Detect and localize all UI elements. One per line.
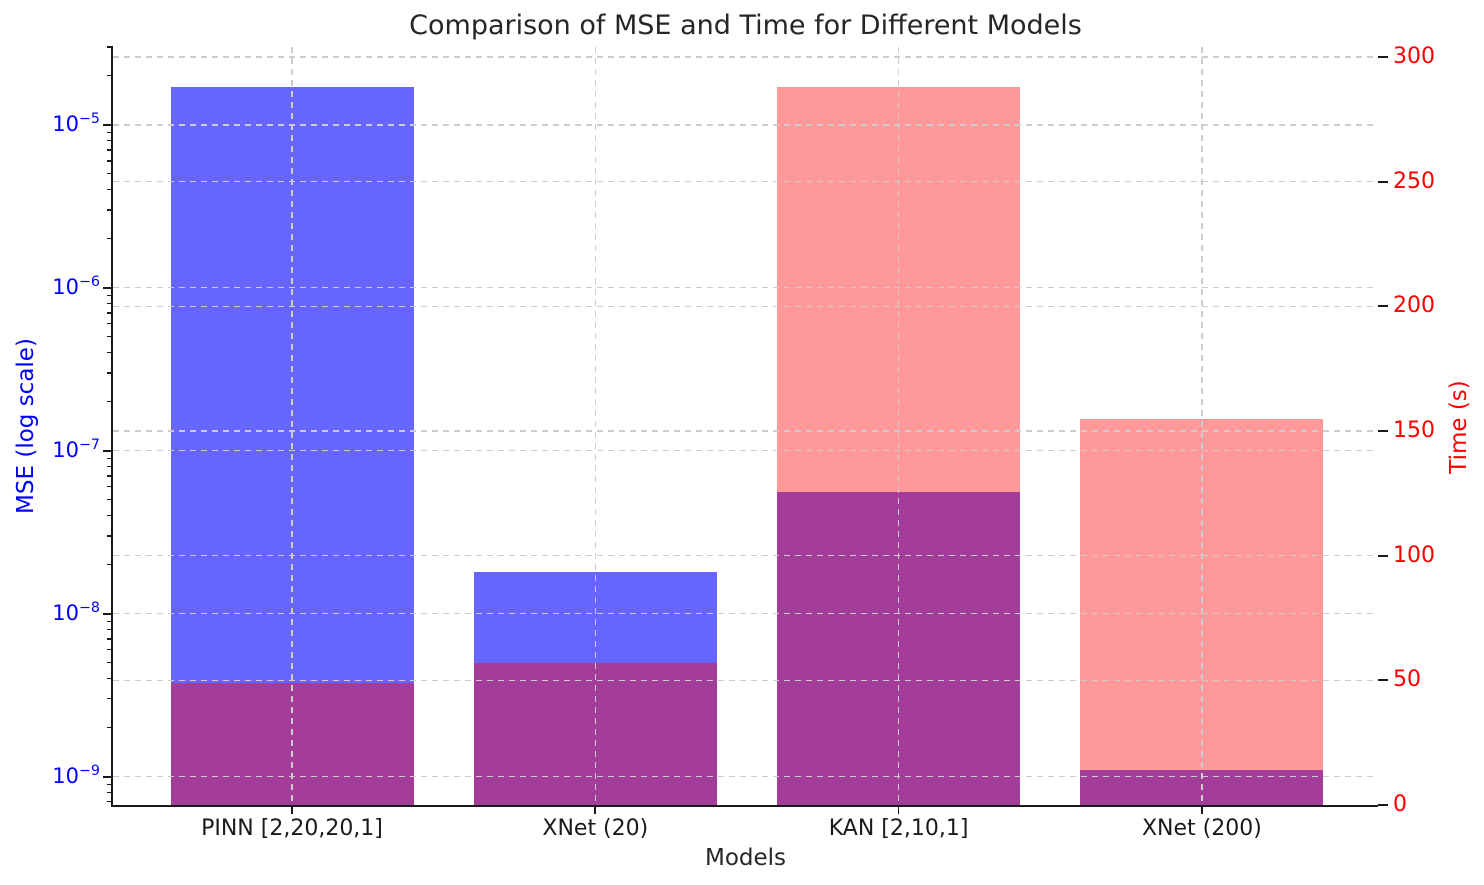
x-tick-label: XNet (20): [542, 816, 649, 841]
x-tick-label: PINN [2,20,20,1]: [201, 816, 383, 841]
x-tick: [1201, 807, 1203, 814]
grid-vline: [897, 47, 900, 805]
left-minor-tick: [107, 649, 113, 651]
left-minor-tick: [107, 294, 113, 296]
left-minor-tick: [107, 323, 113, 325]
grid-hline: [113, 305, 1378, 308]
x-axis-label: Models: [704, 845, 787, 871]
left-minor-tick: [107, 189, 113, 191]
left-minor-tick: [107, 535, 113, 537]
left-minor-tick: [107, 336, 113, 338]
left-minor-tick: [107, 791, 113, 794]
left-minor-tick: [107, 486, 113, 488]
right-tick-label: 250: [1393, 168, 1435, 194]
grid-vline: [594, 47, 597, 805]
left-tick-label: 10−6: [52, 273, 100, 299]
left-major-tick: [103, 123, 113, 126]
left-minor-tick: [107, 75, 113, 77]
right-y-axis-label: Time (s): [1446, 380, 1472, 474]
left-minor-tick: [107, 475, 113, 477]
left-minor-tick: [107, 160, 113, 162]
right-tick-label: 300: [1393, 43, 1435, 69]
left-tick-label: 10−8: [52, 599, 100, 625]
left-minor-tick: [107, 131, 113, 133]
left-minor-tick: [107, 457, 113, 459]
right-tick: [1378, 430, 1388, 432]
grid-hline: [113, 554, 1378, 557]
grid-hline: [113, 612, 1378, 615]
left-minor-tick: [107, 139, 113, 142]
right-tick: [1378, 679, 1388, 682]
right-tick: [1378, 180, 1388, 183]
left-major-tick: [103, 286, 113, 289]
left-minor-tick: [107, 149, 113, 151]
x-tick-label: KAN [2,10,1]: [828, 816, 969, 841]
left-minor-tick: [107, 46, 113, 48]
grid-hline: [113, 679, 1378, 682]
grid-hline: [113, 775, 1378, 778]
grid-hline: [113, 449, 1378, 452]
left-minor-tick: [107, 677, 113, 680]
left-minor-tick: [107, 620, 113, 622]
left-tick-label: 10−9: [52, 762, 100, 788]
right-tick-label: 50: [1393, 667, 1421, 693]
grid-hline: [113, 180, 1378, 183]
x-tick: [897, 807, 900, 814]
left-minor-tick: [107, 628, 113, 631]
left-minor-tick: [107, 173, 113, 175]
left-minor-tick: [107, 401, 113, 403]
x-tick-label: XNet (200): [1141, 816, 1262, 841]
left-major-tick: [103, 775, 113, 778]
left-tick-label: 10−7: [52, 436, 100, 462]
right-tick-label: 0: [1393, 792, 1407, 817]
left-minor-tick: [107, 726, 113, 729]
left-minor-tick: [107, 514, 113, 517]
x-tick: [291, 807, 293, 814]
left-minor-tick: [107, 564, 113, 566]
right-tick-label: 150: [1393, 417, 1435, 443]
grid-hline: [113, 124, 1378, 126]
right-tick: [1378, 804, 1388, 806]
right-tick: [1378, 305, 1388, 308]
left-minor-tick: [107, 312, 113, 314]
left-minor-tick: [107, 209, 113, 211]
right-tick-label: 200: [1393, 293, 1435, 319]
x-tick: [594, 807, 597, 814]
left-y-axis-label: MSE (log scale): [13, 338, 39, 514]
grid-vline: [291, 47, 293, 805]
chart-title: Comparison of MSE and Time for Different…: [409, 10, 1082, 41]
left-minor-tick: [107, 638, 113, 640]
left-major-tick: [103, 449, 113, 452]
grid-hline: [113, 286, 1378, 289]
left-minor-tick: [107, 238, 113, 240]
right-tick: [1378, 554, 1388, 557]
left-minor-tick: [107, 372, 113, 374]
left-major-tick: [103, 612, 113, 615]
left-tick-label: 10−5: [52, 110, 100, 136]
right-tick-label: 100: [1393, 542, 1435, 568]
grid-vline: [1201, 47, 1203, 805]
left-minor-tick: [107, 465, 113, 468]
left-minor-tick: [107, 783, 113, 785]
grid-hline: [113, 56, 1378, 58]
left-minor-tick: [107, 351, 113, 354]
left-minor-tick: [107, 662, 113, 664]
right-tick: [1378, 56, 1388, 58]
left-minor-tick: [107, 499, 113, 501]
grid-hline: [113, 430, 1378, 432]
left-minor-tick: [107, 302, 113, 305]
left-minor-tick: [107, 698, 113, 700]
left-minor-tick: [107, 801, 113, 803]
